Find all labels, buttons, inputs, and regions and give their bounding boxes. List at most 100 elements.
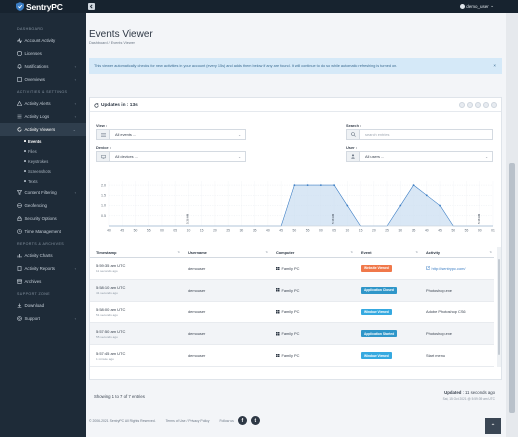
scroll-to-top-button[interactable]: ⌃ [485, 418, 501, 434]
sidebar-toggle-button[interactable] [88, 3, 95, 10]
activity-link[interactable]: http://sentrypc.com/ [426, 266, 494, 271]
timestamp: 5:59:35 am UTC [96, 263, 126, 269]
user-label: User : [346, 145, 358, 150]
y-tick-label: 2.0 [101, 183, 106, 187]
x-tick-label: 01 [491, 229, 495, 233]
x-tick-label: 50 [293, 229, 297, 233]
sidebar-item-label: Activity Alerts [24, 101, 51, 106]
column-header[interactable]: Activity ⇅ [420, 250, 494, 255]
pause-button[interactable] [459, 102, 465, 108]
x-tick-label: 00 [160, 229, 164, 233]
download-icon [17, 303, 22, 308]
activity-text: Photoshop.exe [426, 331, 452, 337]
sidebar-subitem-files[interactable]: Files [0, 146, 86, 156]
sort-icon: ⇅ [489, 249, 492, 254]
sidebar-item-geofencing[interactable]: Geofencing [0, 199, 86, 212]
table-row[interactable]: 5:57:50 am UTC 55 seconds ago demouser F… [90, 323, 494, 346]
close-icon[interactable]: × [493, 63, 496, 68]
x-tick-label: 50 [451, 229, 455, 233]
x-tick-label: 00 [478, 229, 482, 233]
sidebar-item-activity-alerts[interactable]: Activity Alerts ‹ [0, 97, 86, 110]
sidebar-item-overviews[interactable]: Overviews ‹ [0, 73, 86, 86]
page-scrollbar[interactable] [506, 13, 518, 437]
refresh-icon [17, 127, 22, 132]
card-title: Updates in : 13s [94, 103, 138, 108]
column-header[interactable]: Username ⇅ [182, 250, 270, 255]
refresh-button[interactable] [467, 102, 473, 108]
settings-button[interactable] [475, 102, 481, 108]
column-header[interactable]: Timestamp ⇅ [90, 250, 182, 255]
sidebar-subitem-label: Texts [28, 178, 38, 184]
chevron-left-icon: ‹ [74, 316, 76, 321]
event-badge: Application Started [361, 330, 398, 338]
sidebar-item-support[interactable]: Support ‹ [0, 312, 86, 325]
computer-name: Family PC [281, 287, 300, 293]
sidebar-item-security-options[interactable]: Security Options [0, 212, 86, 225]
sidebar-item-account-activity[interactable]: Account Activity [0, 34, 86, 47]
y-tick-label: 1.5 [101, 194, 106, 198]
twitter-icon[interactable]: t [250, 416, 260, 425]
collapse-button[interactable] [483, 102, 489, 108]
user-icon [347, 152, 360, 161]
sidebar-item-archives[interactable]: Archives [0, 275, 86, 288]
sidebar-item-activity-viewers[interactable]: Activity Viewers ⌄ [0, 123, 86, 136]
sidebar-item-time-management[interactable]: Time Management [0, 225, 86, 238]
computer-cell: Family PC [270, 331, 355, 336]
list-icon [17, 114, 22, 119]
breadcrumb: Dashboard / Events Viewer [89, 41, 135, 45]
sidebar-item-licenses[interactable]: Licenses [0, 47, 86, 60]
timestamp-cell: 5:57:45 am UTC 1 minute ago [90, 351, 182, 361]
table-scrollbar-thumb[interactable] [497, 259, 501, 355]
search-input[interactable]: search entries [365, 132, 390, 137]
sidebar-subitem-label: Events [28, 138, 42, 144]
sidebar-item-download[interactable]: Download [0, 299, 86, 312]
sidebar-item-activity-charts[interactable]: Activity Charts [0, 249, 86, 262]
chevron-left-icon: ‹ [74, 101, 76, 106]
follow-us-text: Follow us [219, 418, 234, 423]
sidebar-subitem-screenshots[interactable]: Screenshots [0, 166, 86, 176]
chevron-up-icon: ⌃ [490, 423, 496, 430]
sidebar-item-content-filtering[interactable]: Content Filtering ‹ [0, 186, 86, 199]
data-point [306, 184, 309, 186]
sidebar-item-activity-logs[interactable]: Activity Logs ‹ [0, 110, 86, 123]
activity-cell: Photoshop.exe [420, 288, 494, 293]
support-icon [17, 316, 22, 321]
table-row[interactable]: 5:58:10 am UTC 41 seconds ago demouser F… [90, 279, 494, 302]
user-select[interactable]: All users ... ⌄ [346, 151, 493, 162]
chevron-left-icon [89, 4, 93, 9]
facebook-icon[interactable]: f [237, 416, 247, 425]
column-header[interactable]: Computer ⇅ [270, 250, 355, 255]
table-scrollbar[interactable] [497, 247, 501, 367]
table-row[interactable]: 5:59:35 am UTC 11 seconds ago demouser F… [90, 258, 494, 280]
fullscreen-button[interactable] [491, 102, 497, 108]
device-select[interactable]: All devices ... ⌄ [96, 151, 246, 162]
sidebar-subitem-events[interactable]: Events [0, 136, 86, 146]
username-cell: demouser [188, 353, 206, 359]
sort-icon: ⇅ [415, 249, 418, 254]
terms-link[interactable]: Terms of Use / Privacy Policy [165, 418, 210, 423]
last-updated: Updated : 11 seconds ago Sat, 15 Oct 202… [443, 390, 495, 401]
username-cell: demouser [188, 265, 206, 271]
x-tick-label: 35 [412, 229, 416, 233]
archive-icon [17, 279, 22, 284]
sidebar-item-notifications[interactable]: Notifications ‹ [0, 60, 86, 73]
table-row[interactable]: 5:57:45 am UTC 1 minute ago demouser Fam… [90, 345, 494, 367]
activity-url[interactable]: http://sentrypc.com/ [431, 265, 466, 271]
sidebar: DASHBOARD Account Activity Licenses Noti… [0, 13, 86, 437]
search-field[interactable]: search entries [346, 129, 493, 140]
page-scrollbar-thumb[interactable] [509, 163, 515, 413]
sidebar-subitem-texts[interactable]: Texts [0, 176, 86, 186]
view-select[interactable]: All events ... ⌄ [96, 129, 246, 140]
external-link-icon [426, 266, 430, 271]
table-row[interactable]: 5:58:00 am UTC 51 seconds ago demouser F… [90, 302, 494, 324]
brand-logo[interactable]: SentryPC [16, 2, 63, 12]
user-menu[interactable]: demo_user ⌄ [459, 3, 494, 9]
column-header[interactable]: Event ⇅ [355, 250, 420, 255]
sidebar-subitem-keystrokes[interactable]: Keystrokes [0, 156, 86, 166]
activity-text: Start menu [426, 353, 446, 359]
activity-cell[interactable]: http://sentrypc.com/ [420, 266, 494, 271]
x-tick-label: 35 [253, 229, 257, 233]
column-header-label: Username [188, 249, 207, 255]
sidebar-item-activity-reports[interactable]: Activity Reports ‹ [0, 262, 86, 275]
chevron-down-icon: ⌄ [72, 127, 76, 132]
